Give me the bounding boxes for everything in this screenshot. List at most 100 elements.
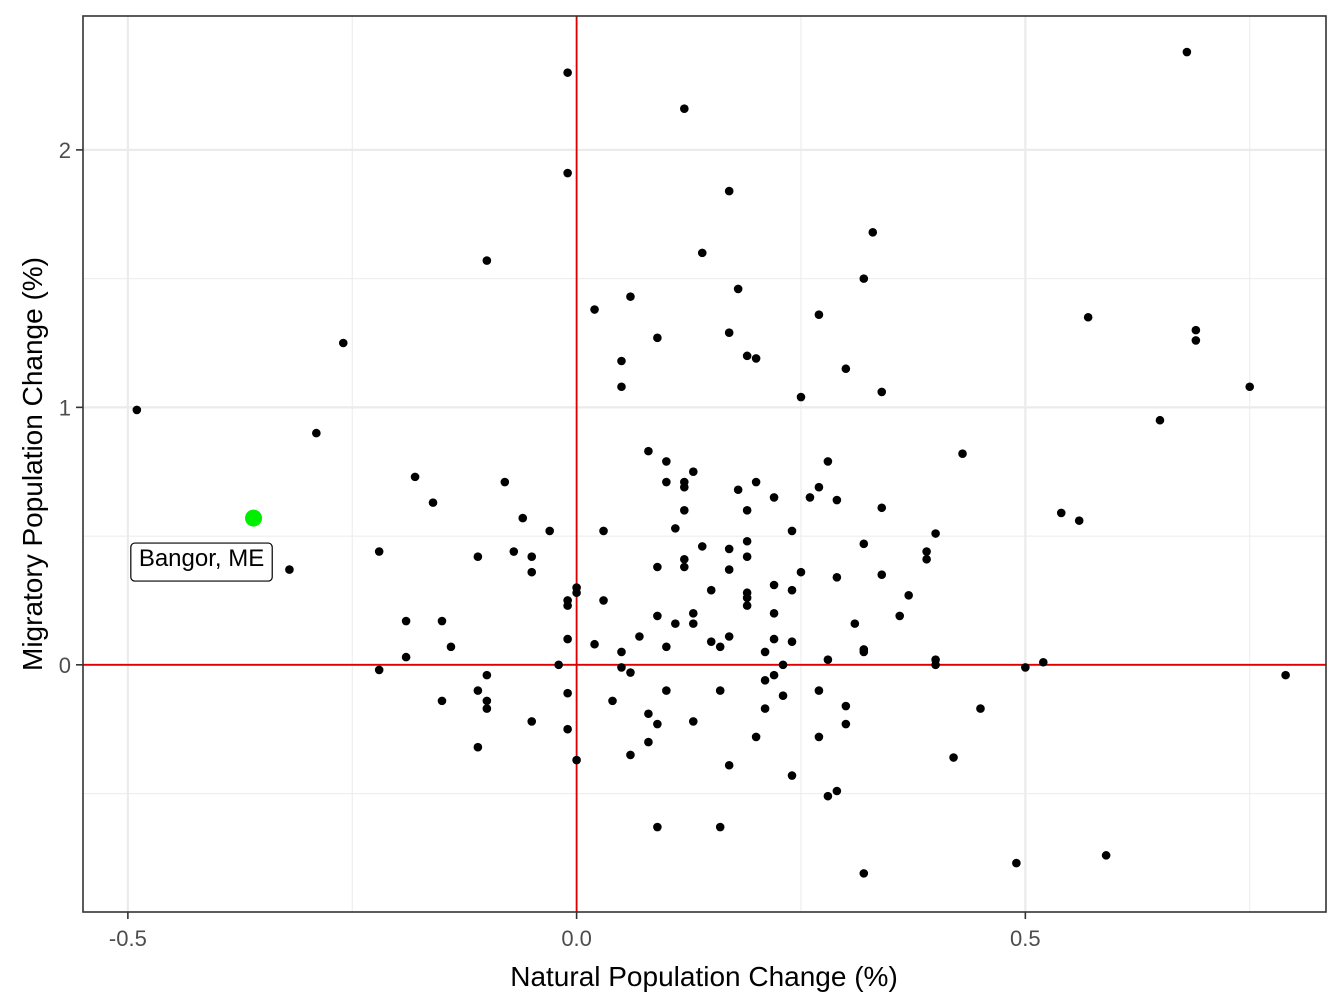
data-point: [680, 104, 689, 113]
data-point: [832, 495, 842, 505]
data-point: [410, 472, 420, 482]
data-point: [733, 284, 743, 294]
data-point: [823, 457, 833, 466]
data-point: [922, 554, 931, 564]
data-point: [742, 351, 752, 361]
data-point: [1101, 851, 1111, 860]
data-point: [706, 637, 716, 646]
data-point: [608, 696, 617, 706]
data-point: [500, 477, 510, 487]
data-point: [706, 585, 716, 595]
data-point: [374, 547, 384, 556]
data-point: [1012, 858, 1021, 868]
data-point: [374, 665, 384, 675]
data-point: [832, 572, 842, 582]
data-point: [931, 660, 940, 670]
data-point: [733, 485, 743, 495]
data-point: [563, 601, 572, 610]
data-point: [1074, 516, 1084, 525]
data-point: [688, 609, 698, 618]
data-point: [715, 686, 725, 695]
data-point: [823, 655, 833, 664]
data-point: [626, 668, 635, 677]
data-point: [904, 591, 913, 600]
data-point: [599, 526, 608, 536]
data-point: [590, 639, 599, 649]
y-axis-title: Migratory Population Change (%): [17, 257, 48, 671]
data-point: [401, 652, 411, 662]
data-point: [724, 565, 734, 574]
data-point: [312, 428, 321, 438]
data-point: [563, 724, 572, 734]
data-point: [787, 526, 797, 536]
data-point: [958, 449, 967, 459]
data-point: [859, 869, 869, 878]
data-point: [1281, 670, 1290, 680]
data-point: [1155, 415, 1165, 425]
data-point: [1245, 382, 1255, 392]
data-point: [724, 186, 734, 196]
data-point: [554, 660, 563, 670]
data-point: [527, 567, 537, 577]
data-point: [1021, 663, 1030, 672]
data-point: [473, 742, 483, 752]
data-point: [787, 771, 797, 780]
data-point: [518, 513, 528, 523]
annotation-layer: Bangor, ME: [130, 542, 273, 582]
data-point: [787, 585, 797, 595]
data-point: [841, 701, 851, 711]
data-point: [680, 562, 689, 572]
data-point: [769, 580, 779, 590]
data-point: [805, 493, 815, 502]
data-point: [841, 719, 851, 729]
data-point: [769, 634, 779, 644]
data-point: [1056, 508, 1066, 518]
data-point: [626, 750, 635, 760]
data-point: [428, 498, 438, 507]
data-point: [644, 446, 653, 456]
data-point: [895, 611, 905, 621]
data-point: [868, 227, 878, 237]
data-point: [796, 392, 806, 402]
data-point: [446, 642, 456, 652]
data-point: [617, 356, 626, 366]
data-point: [473, 552, 483, 561]
data-point: [473, 686, 483, 695]
data-point: [635, 632, 644, 641]
data-point: [724, 632, 734, 641]
data-point: [877, 570, 887, 580]
data-point: [644, 737, 653, 747]
data-point: [1182, 47, 1192, 57]
annotation-box: [130, 542, 273, 582]
data-point: [680, 506, 689, 515]
plot-background: [83, 16, 1326, 912]
data-point: [653, 562, 662, 572]
data-point: [823, 791, 833, 801]
data-point: [715, 642, 725, 652]
data-point: [850, 619, 860, 628]
data-point: [760, 675, 770, 685]
data-point: [715, 822, 725, 832]
data-point: [662, 457, 671, 466]
data-point: [626, 292, 635, 301]
data-point: [751, 732, 761, 742]
data-point: [778, 660, 788, 670]
data-point: [437, 616, 447, 626]
data-point: [482, 696, 492, 706]
data-point: [814, 310, 824, 319]
data-point: [527, 552, 537, 561]
data-point: [653, 611, 662, 621]
data-point: [751, 477, 761, 487]
data-point: [724, 328, 734, 337]
data-point: [482, 704, 492, 713]
data-point: [285, 565, 294, 574]
data-point: [563, 634, 572, 644]
data-point: [338, 338, 348, 348]
x-axis-title: Natural Population Change (%): [510, 961, 898, 992]
data-point: [617, 382, 626, 392]
data-point: [832, 786, 842, 796]
data-point: [1038, 657, 1048, 667]
data-point: [653, 719, 662, 729]
data-point: [751, 354, 761, 363]
x-tick-label: 0.5: [1010, 926, 1041, 951]
